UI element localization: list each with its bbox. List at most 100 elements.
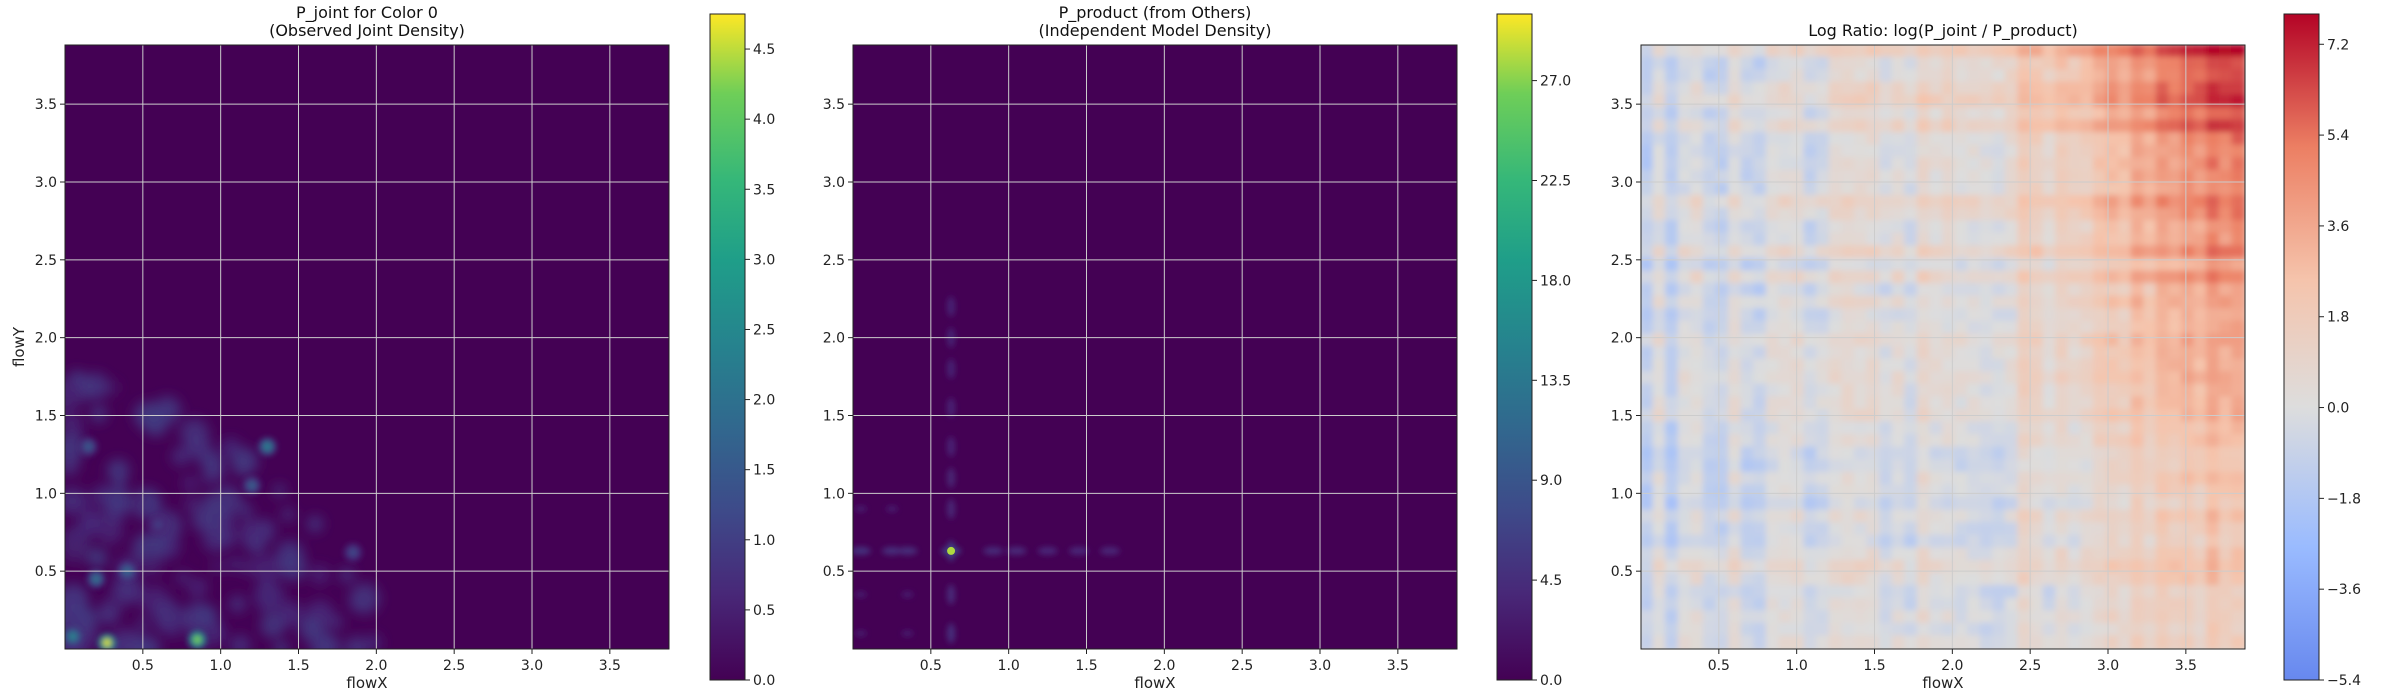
ratio-cell — [2067, 320, 2083, 336]
ratio-cell — [2042, 157, 2058, 172]
ratio-cell — [1816, 283, 1831, 298]
ratio-cell — [2030, 572, 2045, 588]
ratio-cell — [2181, 383, 2196, 399]
ratio-cell — [2067, 597, 2083, 613]
ratio-cell — [1702, 622, 1718, 638]
ratio-cell — [1967, 622, 1982, 638]
ratio-cell — [1828, 169, 1844, 185]
ratio-cell — [1904, 383, 1919, 399]
ratio-cell — [1866, 182, 1882, 197]
ratio-cell — [2017, 270, 2033, 286]
ratio-cell — [1916, 446, 1932, 462]
ratio-cell — [2231, 69, 2245, 84]
x-tick-label: 0.5 — [920, 658, 942, 674]
ratio-cell — [1929, 94, 1944, 109]
ratio-cell — [1816, 597, 1831, 613]
ratio-cell — [2130, 635, 2146, 649]
ratio-cell — [1879, 169, 1894, 185]
ratio-cell — [2168, 132, 2184, 147]
ratio-cell — [1641, 421, 1655, 437]
ratio-cell — [2105, 396, 2121, 411]
ratio-cell — [1967, 308, 1982, 323]
ratio-cell — [1866, 144, 1882, 160]
ratio-cell — [2118, 320, 2133, 336]
ratio-cell — [1904, 408, 1919, 424]
ratio-cell — [1715, 396, 1731, 411]
ratio-cell — [2155, 94, 2171, 109]
ratio-cell — [2218, 622, 2234, 638]
ratio-cell — [1992, 207, 2007, 223]
ratio-cell — [2093, 207, 2108, 223]
density-blob — [307, 515, 324, 532]
ratio-cell — [1841, 484, 1856, 499]
ratio-cell — [2231, 283, 2245, 298]
ratio-cell — [2168, 232, 2184, 248]
ratio-cell — [1665, 547, 1680, 562]
ratio-cell — [2004, 56, 2020, 72]
ratio-cell — [1866, 396, 1882, 411]
ratio-cell — [2181, 408, 2196, 424]
density-blob — [130, 493, 147, 510]
ratio-cell — [2168, 509, 2184, 525]
ratio-cell — [2181, 585, 2196, 600]
ratio-cell — [2080, 396, 2095, 411]
ratio-cell — [1967, 408, 1982, 424]
ratio-cell — [2067, 119, 2083, 135]
ratio-cell — [1753, 182, 1768, 197]
ratio-cell — [1665, 283, 1680, 298]
ratio-cell — [2155, 232, 2171, 248]
ratio-cell — [1992, 283, 2007, 298]
ratio-cell — [1665, 421, 1680, 437]
ratio-cell — [2030, 169, 2045, 185]
ratio-cell — [1740, 283, 1756, 298]
ratio-cell — [1740, 346, 1756, 361]
vertical-band-spot — [947, 358, 956, 379]
ratio-cell — [1891, 94, 1907, 109]
ratio-cell — [1715, 434, 1731, 449]
ratio-cell — [2105, 635, 2121, 649]
ratio-cell — [1778, 220, 1793, 235]
ratio-cell — [1816, 106, 1831, 122]
ratio-cell — [2093, 610, 2108, 625]
ratio-cell — [2143, 484, 2158, 499]
ratio-cell — [2181, 157, 2196, 172]
ratio-cell — [2193, 484, 2209, 499]
ratio-cell — [1979, 333, 1995, 348]
ratio-cell — [2004, 622, 2020, 638]
ratio-cell — [1641, 333, 1655, 348]
ratio-cell — [1828, 497, 1844, 512]
ratio-cell — [2143, 371, 2158, 386]
ratio-cell — [2181, 471, 2196, 487]
ratio-cell — [2181, 497, 2196, 512]
ratio-cell — [1715, 346, 1731, 361]
ratio-cell — [2181, 547, 2196, 562]
ratio-cell — [1641, 459, 1655, 474]
ratio-cell — [2143, 283, 2158, 298]
ratio-cell — [1715, 56, 1731, 72]
ratio-cell — [1715, 459, 1731, 474]
ratio-cell — [2080, 270, 2095, 286]
density-blob — [184, 496, 200, 512]
ratio-cell — [1979, 144, 1995, 160]
ratio-cell — [2055, 559, 2070, 575]
ratio-cell — [1728, 119, 1743, 135]
ratio-cell — [1967, 572, 1982, 588]
ratio-cell — [1992, 371, 2007, 386]
ratio-cell — [2231, 635, 2245, 649]
ratio-cell — [1690, 371, 1705, 386]
ratio-cell — [2118, 522, 2133, 537]
ratio-cell — [1791, 94, 1806, 109]
ratio-cell — [2042, 522, 2058, 537]
ratio-cell — [1665, 157, 1680, 172]
ratio-cell — [2218, 283, 2234, 298]
ratio-cell — [1841, 610, 1856, 625]
ratio-cell — [1677, 358, 1693, 374]
ratio-cell — [1816, 94, 1831, 109]
ratio-cell — [1866, 308, 1882, 323]
ratio-cell — [1702, 396, 1718, 411]
ratio-cell — [2155, 182, 2171, 197]
ratio-cell — [1665, 622, 1680, 638]
density-blob — [239, 518, 262, 541]
ratio-cell — [1803, 119, 1819, 135]
ratio-cell — [2130, 220, 2146, 235]
